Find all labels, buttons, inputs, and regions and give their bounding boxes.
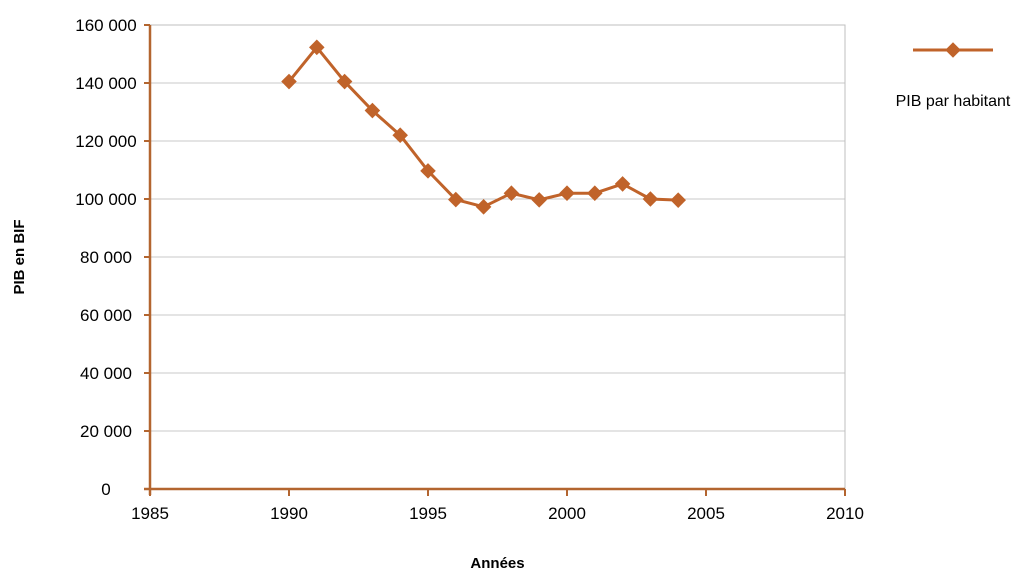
y-tick-label: 40 000 — [80, 364, 132, 383]
x-axis-ticks: 1985 1990 1995 2000 2005 2010 — [131, 489, 864, 523]
y-tick-label: 80 000 — [80, 248, 132, 267]
series-layer — [281, 39, 686, 215]
x-tick-label: 2005 — [687, 504, 725, 523]
data-point — [503, 185, 520, 201]
y-axis-title: PIB en BIF — [11, 219, 28, 294]
data-point — [670, 192, 686, 208]
gridlines — [150, 24, 845, 432]
y-tick-label: 160 000 — [75, 16, 136, 35]
axes — [144, 25, 845, 495]
data-point — [392, 127, 408, 143]
x-tick-label: 1990 — [270, 504, 308, 523]
data-point — [448, 191, 464, 208]
x-tick-label: 1985 — [131, 504, 169, 523]
legend: PIB par habitant — [896, 42, 1011, 110]
data-point — [531, 192, 547, 208]
x-tick-label: 2000 — [548, 504, 586, 523]
data-point — [420, 163, 436, 179]
data-point — [642, 191, 659, 207]
y-tick-label: 0 — [101, 480, 110, 499]
y-axis-ticks: 0 20 000 40 000 60 000 80 000 100 000 120 000 1… — [75, 16, 150, 499]
legend-label: PIB par habitant — [896, 93, 1011, 110]
x-tick-label: 1995 — [409, 504, 447, 523]
data-point — [475, 199, 492, 215]
legend-marker — [945, 42, 961, 58]
data-point — [559, 185, 575, 201]
x-tick-label: 2010 — [826, 504, 864, 523]
y-tick-label: 140 000 — [75, 74, 136, 93]
y-tick-label: 20 000 — [80, 422, 132, 441]
data-point — [587, 185, 603, 201]
y-tick-label: 60 000 — [80, 306, 132, 325]
x-axis-title: Années — [470, 555, 524, 572]
y-tick-label: 100 000 — [75, 190, 136, 209]
y-tick-label: 120 000 — [75, 132, 136, 151]
data-point — [614, 176, 631, 192]
